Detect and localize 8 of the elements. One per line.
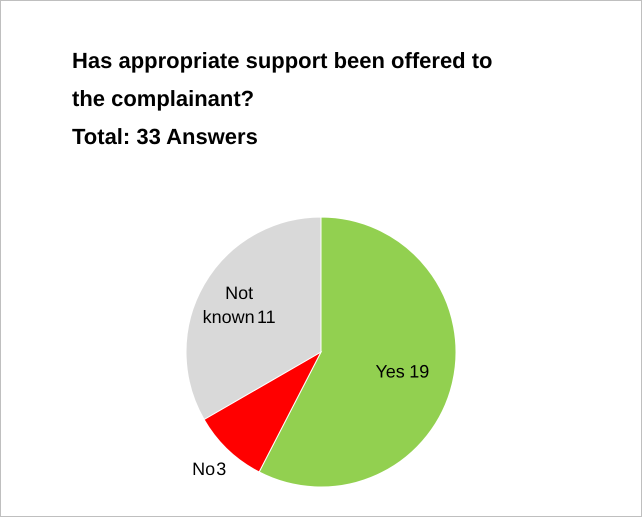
chart-title: Has appropriate support been offered to the complainant? xyxy=(72,48,492,111)
chart-subtitle: Total: 33 Answers xyxy=(72,124,258,149)
slice-label: No xyxy=(192,459,216,480)
data-label: 11 xyxy=(256,306,276,327)
slice-label: Yes xyxy=(375,362,405,382)
data-label: 19 xyxy=(409,362,430,382)
slice-label: Not known xyxy=(202,282,255,327)
data-label: 3 xyxy=(216,459,226,480)
